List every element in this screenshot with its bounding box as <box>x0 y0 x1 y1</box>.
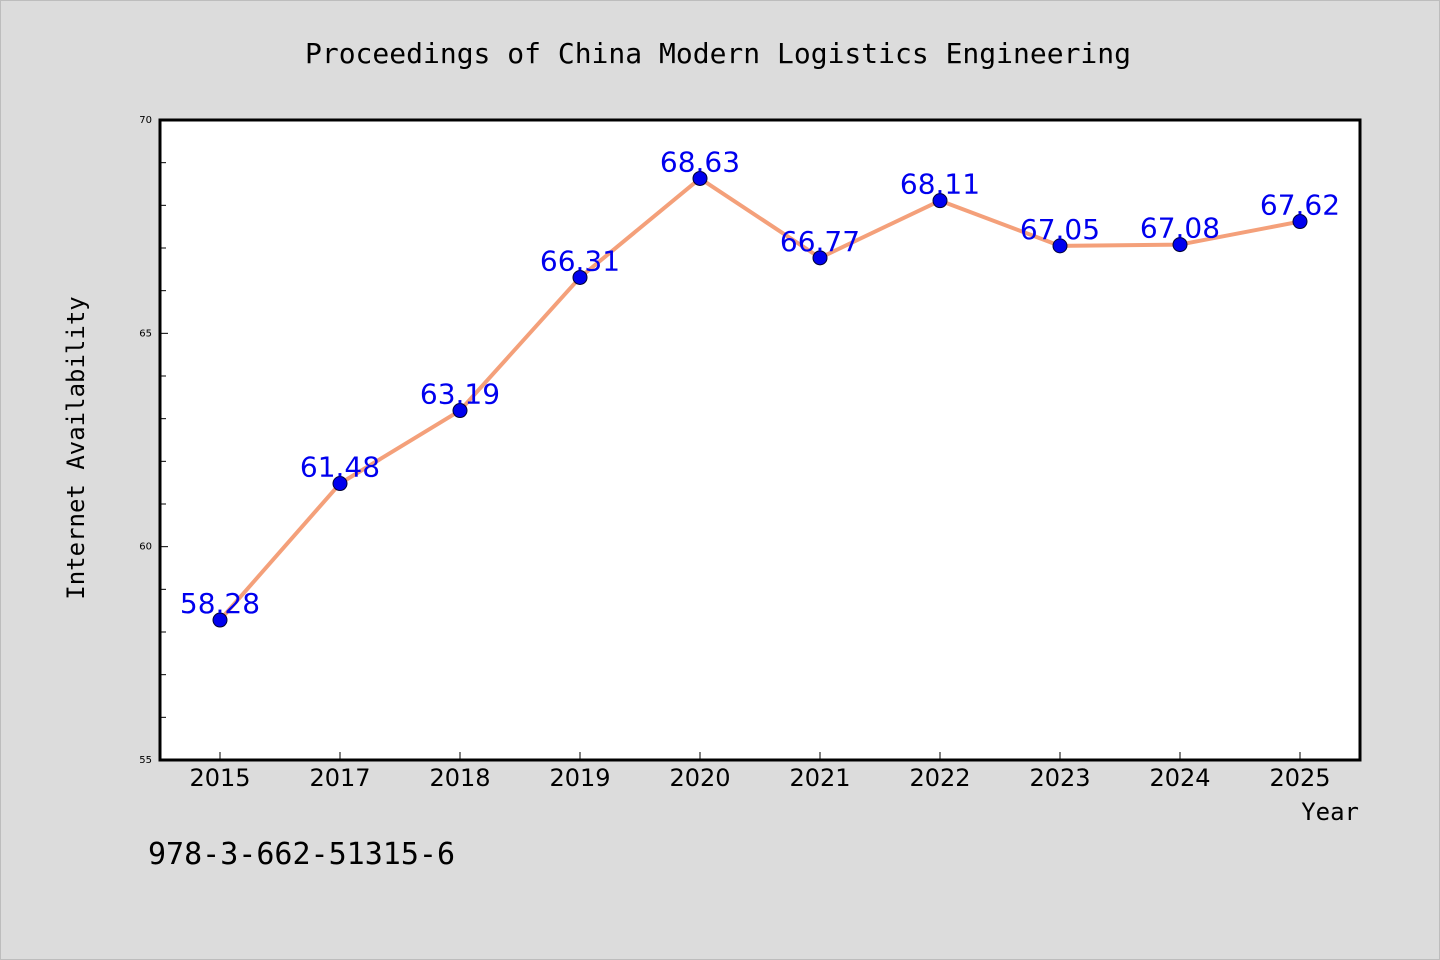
y-tick-label: 55 <box>139 755 152 766</box>
data-label: 66.31 <box>540 244 620 277</box>
data-point <box>1292 214 1308 230</box>
x-tick-label: 2018 <box>429 764 490 792</box>
data-point <box>452 403 468 419</box>
x-tick-label: 2024 <box>1149 764 1210 792</box>
y-axis: 55 60 65 70 <box>139 115 168 766</box>
x-axis-label: Year <box>1301 798 1359 826</box>
data-point <box>932 193 948 209</box>
isbn-text: 978-3-662-51315-6 <box>148 837 455 872</box>
data-label: 67.62 <box>1260 189 1340 222</box>
series-line <box>218 176 1301 622</box>
data-label: 67.08 <box>1140 212 1220 245</box>
y-axis-label: Internet Availability <box>62 296 90 599</box>
chart-title: Proceedings of China Modern Logistics En… <box>305 37 1131 70</box>
data-point <box>812 250 828 266</box>
data-point <box>1172 237 1188 253</box>
x-tick-label: 2015 <box>189 764 250 792</box>
x-tick-label: 2017 <box>309 764 370 792</box>
data-point <box>572 269 588 285</box>
data-label: 68.63 <box>660 145 740 178</box>
x-tick-label: 2019 <box>549 764 610 792</box>
x-tick-label: 2021 <box>789 764 850 792</box>
y-tick-label: 65 <box>139 328 152 339</box>
y-tick-label: 70 <box>139 115 152 126</box>
x-tick-label: 2025 <box>1269 764 1330 792</box>
data-label: 58.28 <box>180 587 260 620</box>
data-point <box>692 170 708 186</box>
data-label: 68.11 <box>900 168 980 201</box>
data-point <box>332 476 348 492</box>
data-labels: 58.28 61.48 63.19 66.31 68.63 66.77 68.11 67.05… <box>180 145 1340 620</box>
data-label: 67.05 <box>1020 213 1100 246</box>
data-label: 63.19 <box>420 378 500 411</box>
y-tick-label: 60 <box>139 542 152 553</box>
data-point <box>1052 238 1068 254</box>
x-tick-label: 2020 <box>669 764 730 792</box>
plot-area <box>158 118 1362 762</box>
data-point <box>212 612 228 628</box>
x-tick-label: 2023 <box>1029 764 1090 792</box>
x-tick-label: 2022 <box>909 764 970 792</box>
data-label: 66.77 <box>780 225 860 258</box>
data-label: 61.48 <box>300 451 380 484</box>
x-axis: 2015 2017 2018 2019 2020 2021 2022 2023 2024 2025 <box>189 752 1331 792</box>
data-markers <box>212 170 1308 628</box>
